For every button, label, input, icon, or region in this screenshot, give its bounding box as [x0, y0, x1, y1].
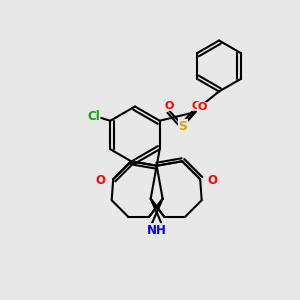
- Text: O: O: [208, 174, 218, 187]
- Text: O: O: [96, 174, 106, 187]
- Text: S: S: [178, 119, 188, 133]
- Text: O: O: [165, 100, 174, 111]
- Text: O: O: [192, 100, 201, 111]
- Text: NH: NH: [147, 224, 166, 237]
- Text: Cl: Cl: [87, 110, 100, 123]
- Text: O: O: [197, 102, 207, 112]
